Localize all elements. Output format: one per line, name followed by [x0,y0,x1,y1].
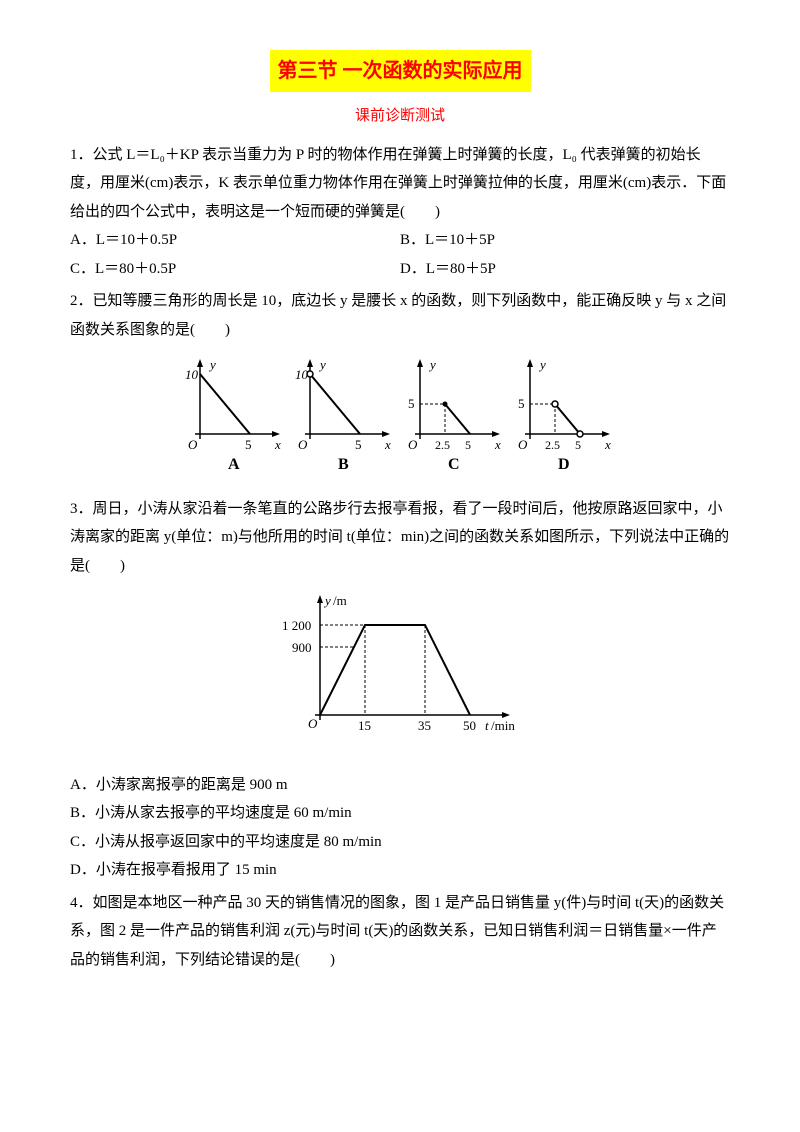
q1-optD: D．L＝80＋5P [400,255,730,284]
q2-text: 2．已知等腰三角形的周长是 10，底边长 y 是腰长 x 的函数，则下列函数中，… [70,287,730,344]
svg-text:C: C [448,456,460,473]
svg-text:O: O [308,716,318,731]
svg-text:y: y [318,357,326,372]
svg-text:x: x [604,437,611,452]
svg-text:5: 5 [575,438,581,452]
svg-text:5: 5 [518,396,525,411]
svg-text:5: 5 [355,437,362,452]
q3-figure: 1 200 900 y /m 15 35 50 O t /min [70,590,730,761]
svg-text:x: x [384,437,391,452]
svg-text:y: y [538,357,546,372]
svg-text:900: 900 [292,640,312,655]
svg-text:5: 5 [465,438,471,452]
svg-text:x: x [274,437,281,452]
q1-options-row2: C．L＝80＋0.5P D．L＝80＋5P [70,255,730,284]
q2-chart: 10 y 5 x O A 10 y 5 [160,354,640,474]
svg-text:O: O [188,437,198,452]
svg-text:35: 35 [418,718,431,733]
q3-optA: A．小涛家离报亭的距离是 900 m [70,771,730,800]
q3-optD: D．小涛在报亭看报用了 15 min [70,856,730,885]
svg-text:O: O [408,437,418,452]
svg-text:1 200: 1 200 [282,618,311,633]
svg-text:/m: /m [333,593,347,608]
svg-text:50: 50 [463,718,476,733]
q3-text: 3．周日，小涛从家沿着一条笔直的公路步行去报亭看报，看了一段时间后，他按原路返回… [70,495,730,581]
svg-text:B: B [338,456,349,473]
q1-optB: B．L＝10＋5P [400,226,730,255]
svg-text:5: 5 [245,437,252,452]
q2-figure: 10 y 5 x O A 10 y 5 [70,354,730,485]
q3-chart: 1 200 900 y /m 15 35 50 O t /min [270,590,530,750]
svg-text:10: 10 [295,367,309,382]
svg-text:O: O [298,437,308,452]
q1-optC: C．L＝80＋0.5P [70,255,400,284]
svg-text:2.5: 2.5 [435,438,450,452]
svg-text:x: x [494,437,501,452]
svg-text:y: y [428,357,436,372]
question-1: 1．公式 L＝L₀＋KP 表示当重力为 P 时的物体作用在弹簧上时弹簧的长度，L… [70,141,730,284]
question-2: 2．已知等腰三角形的周长是 10，底边长 y 是腰长 x 的函数，则下列函数中，… [70,287,730,485]
svg-text:y: y [323,593,331,608]
question-4: 4．如图是本地区一种产品 30 天的销售情况的图象，图 1 是产品日销售量 y(… [70,889,730,975]
svg-text:O: O [518,437,528,452]
subtitle: 课前诊断测试 [70,102,730,131]
svg-text:10: 10 [185,367,199,382]
svg-text:/min: /min [491,718,515,733]
page-title: 第三节 一次函数的实际应用 [270,50,531,92]
svg-text:2.5: 2.5 [545,438,560,452]
q1-optA: A．L＝10＋0.5P [70,226,400,255]
svg-text:15: 15 [358,718,371,733]
q3-optB: B．小涛从家去报亭的平均速度是 60 m/min [70,799,730,828]
svg-text:D: D [558,456,570,473]
svg-text:y: y [208,357,216,372]
title-wrapper: 第三节 一次函数的实际应用 [70,50,730,92]
q1-options-row1: A．L＝10＋0.5P B．L＝10＋5P [70,226,730,255]
q1-text: 1．公式 L＝L₀＋KP 表示当重力为 P 时的物体作用在弹簧上时弹簧的长度，L… [70,141,730,227]
q3-optC: C．小涛从报亭返回家中的平均速度是 80 m/min [70,828,730,857]
question-3: 3．周日，小涛从家沿着一条笔直的公路步行去报亭看报，看了一段时间后，他按原路返回… [70,495,730,885]
svg-text:t: t [485,718,489,733]
svg-text:5: 5 [408,396,415,411]
svg-text:A: A [228,456,240,473]
q4-text: 4．如图是本地区一种产品 30 天的销售情况的图象，图 1 是产品日销售量 y(… [70,889,730,975]
